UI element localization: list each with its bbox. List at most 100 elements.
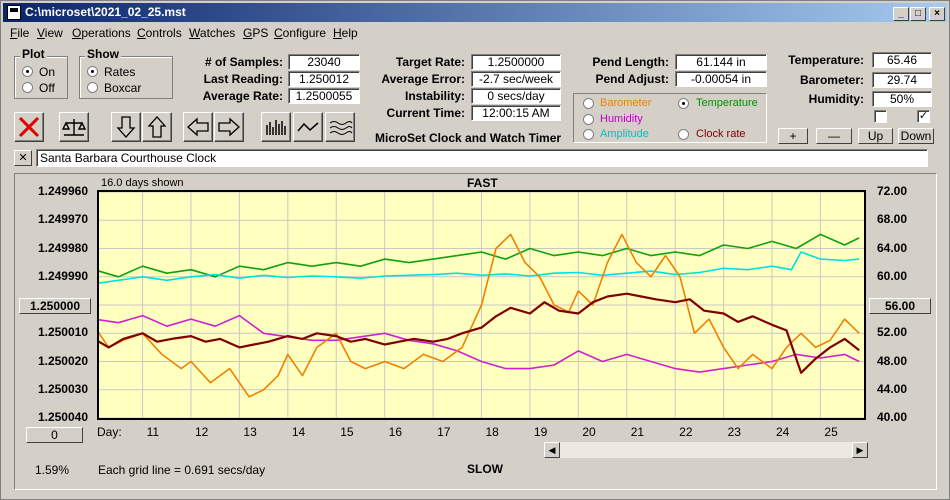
plot-group-title: Plot [20,47,47,61]
plot-on-radio[interactable] [22,66,33,77]
barometer-series-line [93,233,860,398]
minimize-button[interactable]: _ [893,7,909,21]
instability-label: Instability: [404,89,465,103]
scroll-right-button[interactable]: ▶ [852,442,868,458]
scale-down-button[interactable]: Down [898,128,934,144]
humidity-series-line [94,314,860,373]
y-left-tick-label: 1.250010 [37,325,88,340]
y-left-tick-label: 1.250040 [37,410,88,424]
target-rate-field[interactable]: 1.2500000 [471,54,561,70]
temperature-option-label: Temperature [696,97,758,109]
pend-length-label: Pend Length: [592,55,669,69]
y-right-tick-label: 60.00 [876,268,907,283]
menu-configure[interactable]: Configure [274,26,327,40]
days-shown-label: 16.0 days shown [101,177,184,189]
show-rates-radio[interactable] [87,66,98,77]
scale-minus-button[interactable]: — [816,128,852,144]
x-tick-label: 13 [243,425,257,439]
arrow-up-icon [147,116,167,138]
left-center-button[interactable]: 1.250000 [19,298,91,314]
samples-label: # of Samples: [204,55,283,69]
x-tick-label: 17 [437,425,451,439]
humidity-label: Humidity: [808,92,864,106]
down-arrow-button[interactable] [111,112,141,142]
horizontal-scrollbar[interactable]: ◀ ▶ [544,442,868,458]
plot-area [93,190,866,420]
barometer-option-label: Barometer [600,97,652,109]
amplitude-radio[interactable] [583,129,594,140]
average-rate-field: 1.2500055 [288,88,360,104]
x-tick-label: 15 [340,425,354,439]
maximize-button[interactable]: □ [910,7,926,21]
app-name-label: MicroSet Clock and Watch Timer [375,131,562,145]
right-arrow-button[interactable] [214,112,244,142]
y-right-tick-label: 72.00 [876,184,907,198]
histogram-view-button[interactable] [261,112,291,142]
scale-plus-button[interactable]: + [778,128,808,144]
menu-controls[interactable]: Controls [137,26,182,40]
y-left-tick-label: 1.249960 [37,184,88,198]
x-tick-label: 22 [679,425,693,439]
pend-adjust-field: -0.00054 in [675,71,767,87]
menu-view[interactable]: View [37,26,63,40]
left-bottom-button[interactable]: 0 [26,427,83,443]
x-tick-label: 19 [533,425,548,439]
balance-button[interactable] [59,112,89,142]
grid-note-label: Each grid line = 0.691 secs/day [98,463,266,477]
y-right-tick-label: 40.00 [876,410,907,424]
y-right-tick-label: 64.00 [876,240,907,255]
x-tick-label: 16 [388,425,403,439]
menu-watches[interactable]: Watches [189,26,236,40]
trace-options-panel [573,93,767,143]
average-rate-label: Average Rate: [202,89,283,103]
average-error-field: -2.7 sec/week [471,71,561,87]
menu-gps[interactable]: GPS [243,26,269,40]
graph-panel [14,173,937,490]
up-arrow-button[interactable] [142,112,172,142]
show-boxcar-label: Boxcar [104,81,142,95]
clock-rate-radio[interactable] [678,129,689,140]
stop-button[interactable] [14,112,44,142]
show-group-title: Show [85,47,121,61]
plot-on-label: On [39,65,56,79]
balance-scale-icon [61,119,87,136]
temperature-field: 65.46 [872,52,932,68]
line-view-button[interactable] [293,112,323,142]
right-center-button[interactable]: 56.00 [869,298,931,314]
y-left-tick-label: 1.250030 [37,381,88,396]
humidity-radio[interactable] [583,114,594,125]
amplitude-series-line [94,251,860,285]
y-left-tick-label: 1.250020 [37,353,88,368]
scale-up-button[interactable]: Up [858,128,893,144]
chart-svg [93,191,864,419]
app-icon [7,5,21,20]
average-error-label: Average Error: [381,72,465,86]
checkbox-2[interactable]: ✓ [917,110,930,123]
temperature-radio[interactable] [678,98,689,109]
menu-help[interactable]: Help [333,26,358,40]
barometer-radio[interactable] [583,98,594,109]
x-tick-label: 12 [194,425,209,439]
clock-name-field[interactable]: Santa Barbara Courthouse Clock [36,149,928,167]
show-boxcar-radio[interactable] [87,82,98,93]
y-right-tick-label: 44.00 [876,381,907,396]
left-arrow-button[interactable] [183,112,213,142]
scroll-left-button[interactable]: ◀ [544,442,560,458]
menu-file[interactable]: File [10,26,30,40]
y-right-tick-label: 52.00 [876,325,907,340]
plot-off-radio[interactable] [22,82,33,93]
x-tick-label: 25 [824,425,838,439]
barometer-label: Barometer: [799,73,864,87]
menu-bar: File View Operations Controls Watches GP… [3,23,947,43]
menu-operations[interactable]: Operations [72,26,131,40]
wave-view-button[interactable] [325,112,355,142]
close-button[interactable]: × [929,7,945,21]
x-tick-label: 21 [630,425,645,439]
pend-length-field[interactable]: 61.144 in [675,54,767,70]
x-tick-label: 23 [727,425,741,439]
clear-name-button[interactable]: ✕ [14,150,32,166]
percent-label: 1.59% [35,463,70,477]
checkbox-1[interactable] [874,110,887,123]
y-left-tick-label: 1.249980 [37,240,88,255]
